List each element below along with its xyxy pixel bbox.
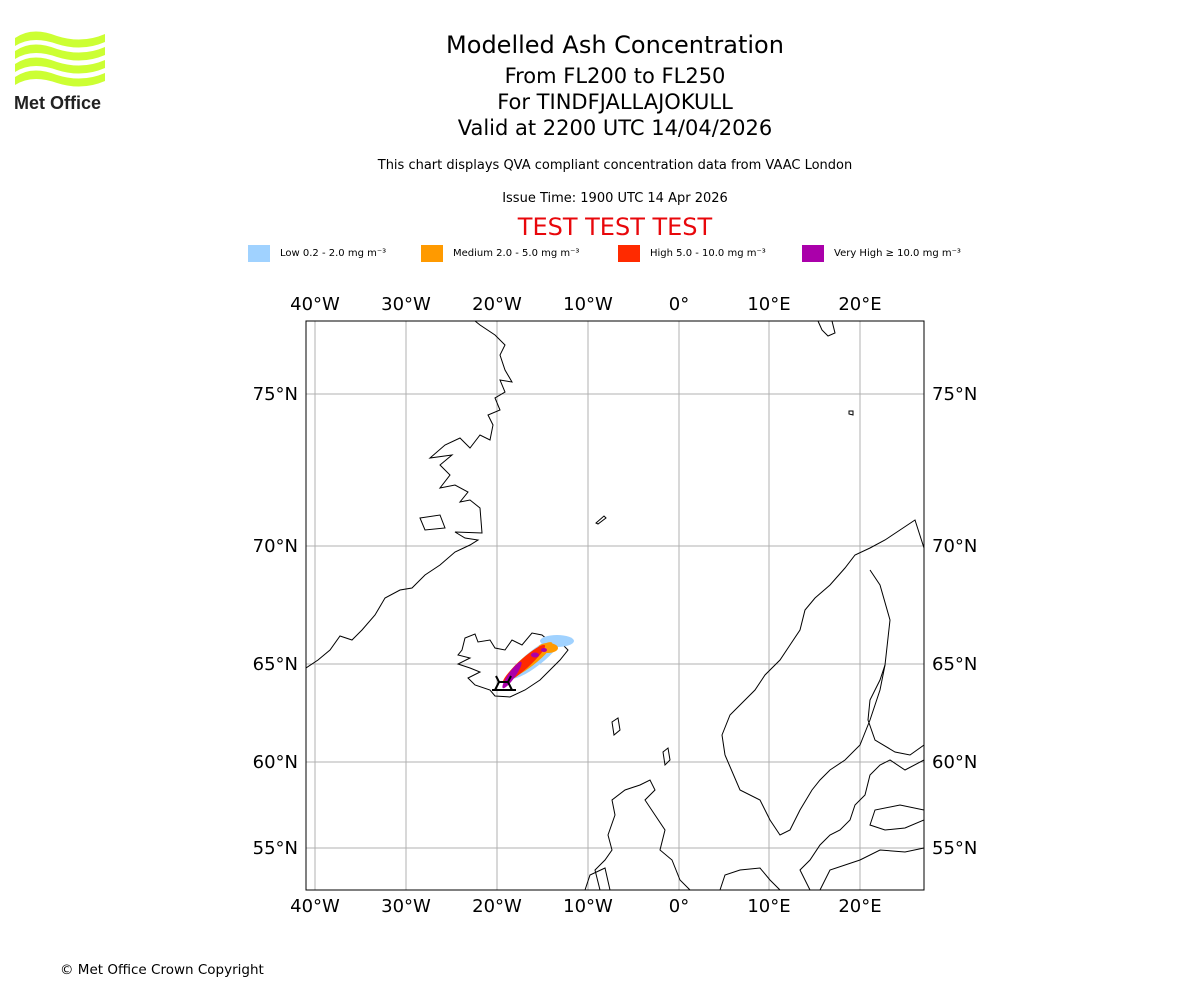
norway-coast	[721, 519, 924, 756]
lon-label-bottom: 40°W	[290, 896, 340, 917]
sweden-finland-coast	[799, 759, 924, 890]
great-britain-coast	[594, 779, 691, 890]
lat-label-left: 55°N	[253, 838, 298, 859]
lat-label-right: 75°N	[932, 384, 977, 405]
chart-title: Modelled Ash Concentration	[446, 31, 784, 59]
legend-item-low: Low 0.2 - 2.0 mg m⁻³	[248, 245, 386, 262]
legend-item-high: High 5.0 - 10.0 mg m⁻³	[618, 245, 766, 262]
met-office-logo: Met Office	[14, 31, 105, 113]
jan-mayen	[595, 515, 607, 525]
bear-island	[848, 410, 854, 416]
lat-label-left: 60°N	[253, 752, 298, 773]
lon-label-bottom: 20°E	[838, 896, 881, 917]
subtitle: This chart displays QVA compliant concen…	[377, 158, 853, 173]
ash-plume	[502, 635, 574, 689]
lon-label-bottom: 0°	[669, 896, 689, 917]
lon-label-top: 40°W	[290, 294, 340, 315]
greenland-coast	[306, 321, 513, 669]
graticule	[306, 321, 924, 890]
volcano-name: For TINDFJALLAJOKULL	[497, 90, 733, 114]
lat-label-left: 65°N	[253, 654, 298, 675]
lon-label-bottom: 30°W	[381, 896, 431, 917]
map-frame	[305, 320, 925, 891]
legend-item-very-high: Very High ≥ 10.0 mg m⁻³	[802, 245, 961, 262]
coastlines	[306, 321, 924, 890]
lon-label-bottom: 10°E	[747, 896, 790, 917]
lat-label-right: 60°N	[932, 752, 977, 773]
test-banner: TEST TEST TEST	[517, 213, 713, 241]
volcano-source-icon	[492, 675, 516, 691]
legend-label: High 5.0 - 10.0 mg m⁻³	[650, 248, 766, 259]
lat-label-left: 75°N	[253, 384, 298, 405]
lon-label-top: 20°W	[472, 294, 522, 315]
logo-text: Met Office	[14, 93, 101, 113]
legend-swatch	[802, 245, 824, 262]
valid-time: Valid at 2200 UTC 14/04/2026	[457, 116, 773, 140]
shetland	[662, 747, 671, 767]
lon-label-top: 30°W	[381, 294, 431, 315]
lat-label-right: 65°N	[932, 654, 977, 675]
legend-label: Medium 2.0 - 5.0 mg m⁻³	[453, 248, 580, 259]
baltic-coast	[819, 847, 924, 890]
estonia-coast	[869, 804, 924, 831]
legend-swatch	[248, 245, 270, 262]
legend-label: Very High ≥ 10.0 mg m⁻³	[834, 248, 961, 259]
lat-label-right: 55°N	[932, 838, 977, 859]
lon-label-top: 0°	[669, 294, 689, 315]
legend-label: Low 0.2 - 2.0 mg m⁻³	[280, 248, 387, 259]
denmark-coast	[719, 867, 781, 890]
lon-label-bottom: 10°W	[563, 896, 613, 917]
iceland-coast	[456, 632, 569, 698]
legend-swatch	[618, 245, 640, 262]
copyright: © Met Office Crown Copyright	[60, 962, 264, 978]
flight-level-range: From FL200 to FL250	[504, 64, 726, 88]
lon-label-top: 20°E	[838, 294, 881, 315]
lat-label-right: 70°N	[932, 536, 977, 557]
issue-time: Issue Time: 1900 UTC 14 Apr 2026	[502, 191, 728, 206]
ireland-coast	[584, 867, 611, 890]
faroe-islands	[611, 717, 621, 736]
norway-sweden-border	[724, 569, 891, 836]
lon-label-bottom: 20°W	[472, 896, 522, 917]
greenland-island	[419, 514, 446, 531]
finland-coast	[867, 664, 924, 756]
lon-label-top: 10°W	[563, 294, 613, 315]
legend-swatch	[421, 245, 443, 262]
lon-label-top: 10°E	[747, 294, 790, 315]
svalbard	[817, 321, 836, 337]
lat-label-left: 70°N	[253, 536, 298, 557]
legend-item-medium: Medium 2.0 - 5.0 mg m⁻³	[421, 245, 579, 262]
